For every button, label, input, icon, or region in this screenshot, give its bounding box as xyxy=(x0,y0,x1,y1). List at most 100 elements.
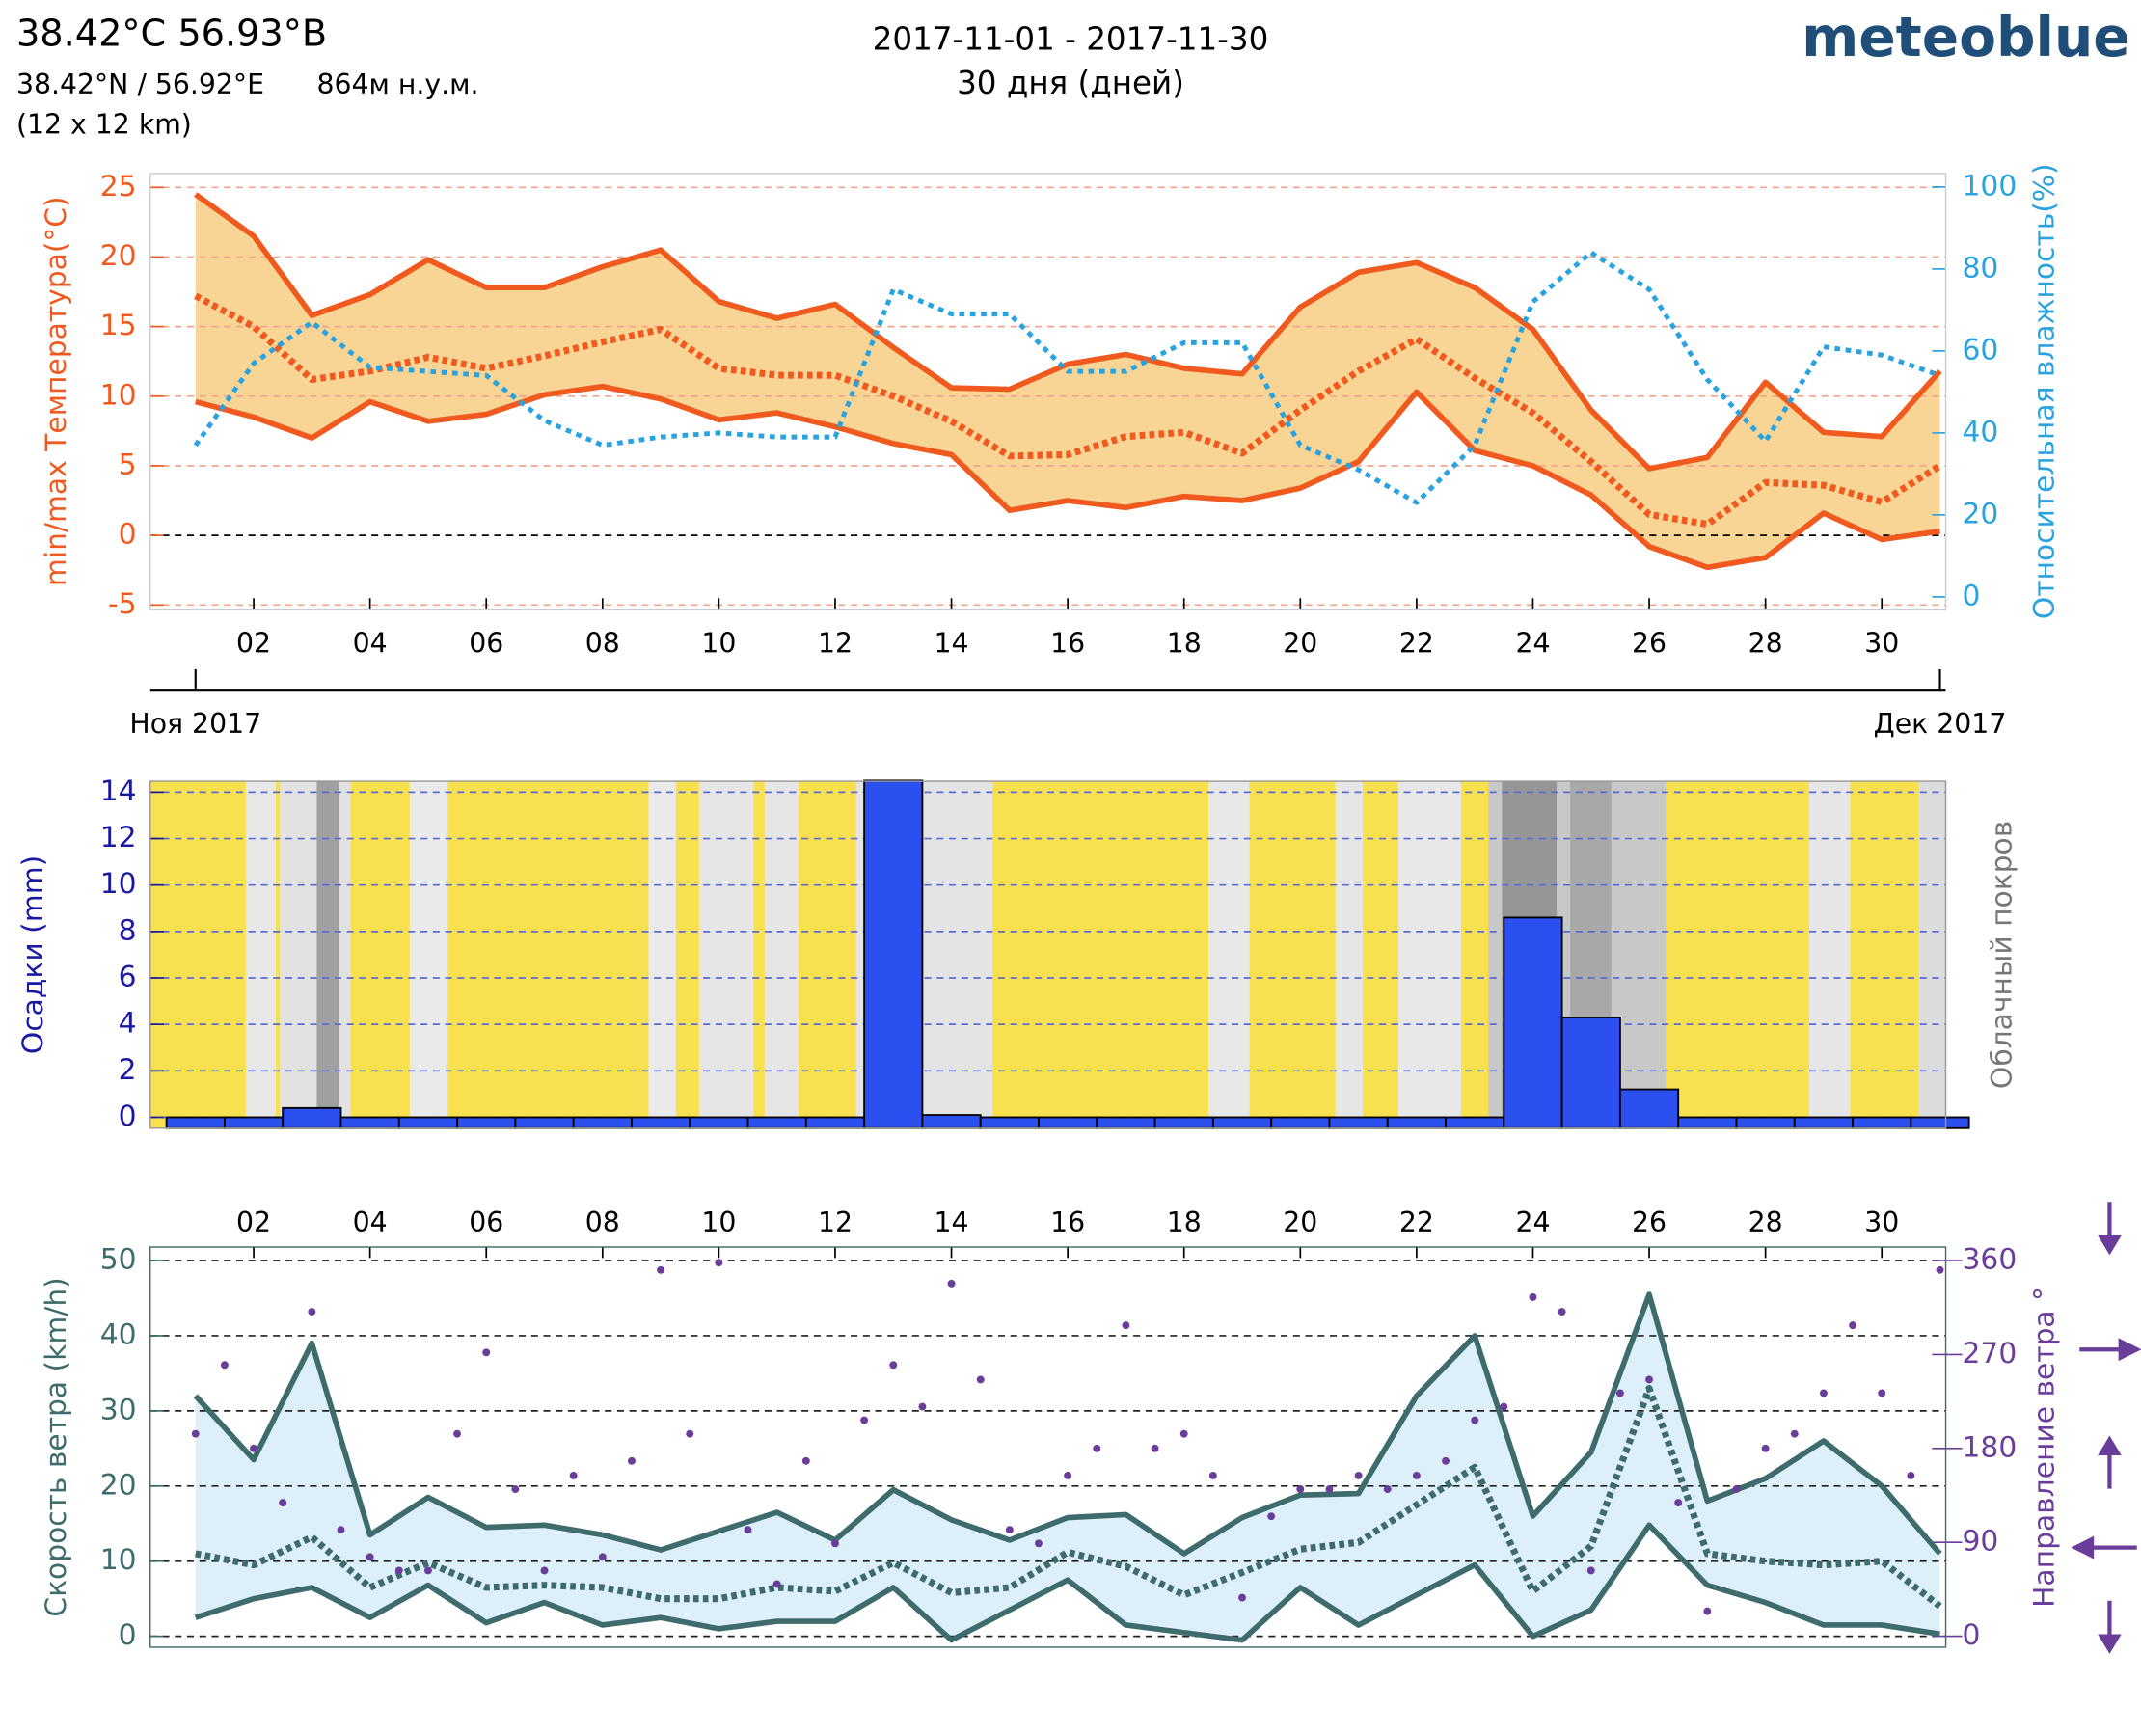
direction-point xyxy=(250,1444,258,1452)
y-tick-label: 10 xyxy=(100,867,137,901)
y-tick-label: 8 xyxy=(119,913,137,947)
x-tick-label: 22 xyxy=(1399,627,1434,659)
x-tick-label: 10 xyxy=(701,627,736,659)
direction-point xyxy=(918,1402,927,1411)
cloud-strip xyxy=(1918,781,1946,1128)
direction-point xyxy=(1645,1375,1654,1384)
y-tick-label: 14 xyxy=(100,774,137,808)
bar xyxy=(863,779,924,1129)
bar xyxy=(1038,1116,1098,1129)
direction-point xyxy=(1849,1321,1857,1330)
y-tick-label: -5 xyxy=(108,587,137,621)
y-tick-label: 25 xyxy=(100,170,137,203)
direction-point xyxy=(1500,1402,1508,1411)
cloud-strip xyxy=(648,781,676,1128)
x-tick-label: 08 xyxy=(585,1207,620,1238)
y-tick-label: 20 xyxy=(100,239,137,273)
direction-point xyxy=(947,1279,956,1288)
bar xyxy=(746,1116,807,1129)
y-tick-label: 0 xyxy=(119,518,137,552)
direction-point xyxy=(337,1526,345,1534)
location-title: 38.42°C 56.93°В xyxy=(16,13,327,55)
x-tick-label: 04 xyxy=(353,1207,388,1238)
y-tick-label: 2 xyxy=(119,1053,137,1087)
direction-point xyxy=(423,1566,432,1575)
bar xyxy=(1445,1116,1505,1129)
bar xyxy=(804,1116,866,1129)
x-tick-label: 14 xyxy=(935,1207,969,1238)
range-fill xyxy=(195,1294,1940,1641)
x-tick-label: 06 xyxy=(469,1207,503,1238)
y2-axis-label: Относительная влажность(%) xyxy=(2027,163,2061,619)
direction-point xyxy=(1674,1499,1683,1507)
elevation: 864м н.у.м. xyxy=(316,68,478,100)
direction-point xyxy=(1151,1444,1159,1452)
direction-point xyxy=(220,1361,229,1370)
x-tick-label: 06 xyxy=(469,627,503,659)
month-label: Дек 2017 xyxy=(1874,708,2007,740)
y-tick-label: 15 xyxy=(100,309,137,342)
bar xyxy=(1096,1116,1156,1129)
direction-point xyxy=(1703,1607,1712,1615)
y2-tick-label: 40 xyxy=(1963,415,1999,448)
direction-point xyxy=(1354,1471,1363,1479)
direction-arrows xyxy=(2071,1202,2141,1654)
bar xyxy=(514,1116,575,1129)
direction-point xyxy=(1732,1485,1741,1493)
bar xyxy=(1910,1116,1970,1129)
direction-point xyxy=(627,1456,636,1465)
month-label: Ноя 2017 xyxy=(129,708,261,740)
y-tick-label: 4 xyxy=(119,1007,137,1041)
direction-point xyxy=(1035,1539,1043,1548)
bar xyxy=(1153,1116,1214,1129)
direction-point xyxy=(1907,1471,1915,1479)
x-tick-label: 30 xyxy=(1864,627,1899,659)
x-tick-label: 04 xyxy=(353,627,388,659)
x-tick-label: 28 xyxy=(1748,627,1783,659)
arrow-head xyxy=(2098,1234,2122,1256)
y2-tick-label: 90 xyxy=(1963,1525,1999,1559)
series-line xyxy=(193,250,1941,505)
bar xyxy=(1618,1088,1680,1129)
y2-tick-label: 360 xyxy=(1963,1243,2018,1277)
cloud-strip xyxy=(764,781,799,1128)
bar xyxy=(1503,916,1563,1129)
direction-point xyxy=(1296,1485,1305,1493)
y-axis-label: Скорость ветра (km/h) xyxy=(40,1277,73,1616)
direction-point xyxy=(308,1308,316,1316)
direction-point xyxy=(744,1526,752,1534)
y-tick-label: 5 xyxy=(119,448,137,481)
x-tick-label: 02 xyxy=(236,627,271,659)
direction-point xyxy=(394,1566,403,1575)
y2-tick-label: 60 xyxy=(1963,333,1999,366)
y2-tick-label: 0 xyxy=(1963,1618,1981,1652)
direction-point xyxy=(1471,1416,1479,1424)
x-tick-label: 20 xyxy=(1283,1207,1317,1238)
y2-tick-label: 80 xyxy=(1963,251,1999,285)
bar xyxy=(397,1116,458,1129)
x-tick-label: 12 xyxy=(818,627,853,659)
direction-point xyxy=(976,1375,985,1384)
bar xyxy=(282,1106,342,1129)
days: 30 дня (дней) xyxy=(957,65,1184,101)
y-tick-label: 12 xyxy=(100,821,137,854)
cloud-strip xyxy=(316,781,339,1128)
direction-point xyxy=(1790,1429,1799,1438)
bar xyxy=(1677,1116,1738,1129)
bar xyxy=(1560,1017,1621,1129)
y2-axis-label: Направление ветра ° xyxy=(2027,1287,2061,1608)
cloud-strip xyxy=(1808,781,1851,1128)
bar xyxy=(223,1116,285,1129)
direction-point xyxy=(801,1456,810,1465)
direction-point xyxy=(1586,1566,1595,1575)
direction-point xyxy=(1761,1444,1770,1452)
x-tick-label: 16 xyxy=(1050,1207,1085,1238)
x-tick-label: 12 xyxy=(818,1207,853,1238)
direction-point xyxy=(366,1553,374,1561)
cloud-strip xyxy=(245,781,276,1128)
direction-point xyxy=(1267,1512,1276,1521)
bar xyxy=(689,1116,749,1129)
bar xyxy=(1793,1116,1854,1129)
series-line xyxy=(195,383,1940,571)
